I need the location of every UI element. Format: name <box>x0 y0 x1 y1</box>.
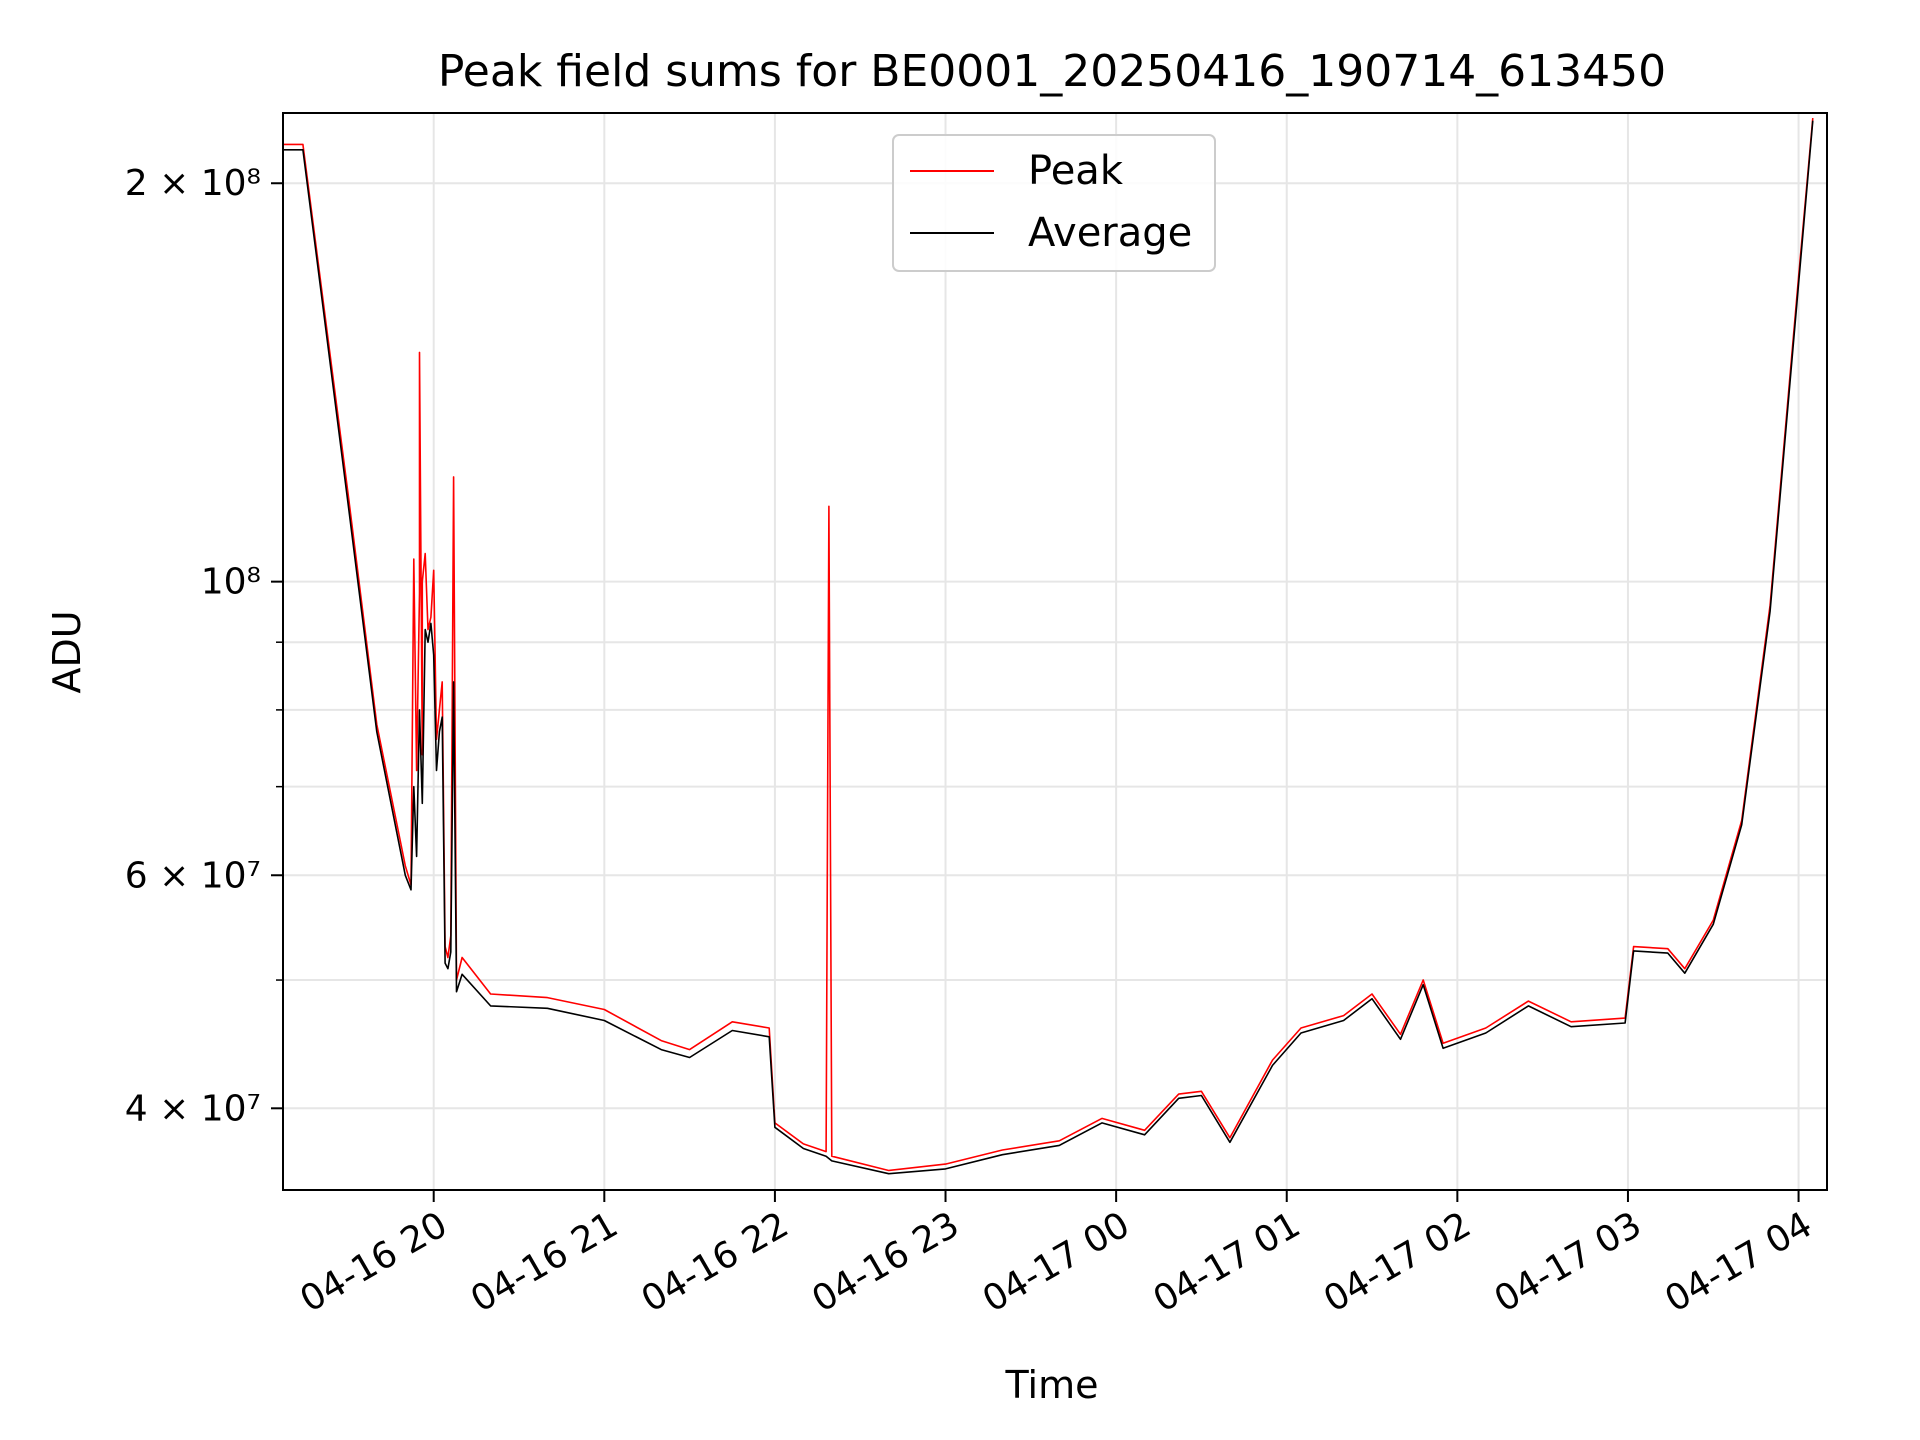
chart-title: Peak field sums for BE0001_20250416_1907… <box>438 46 1666 97</box>
legend-label-peak: Peak <box>1028 148 1124 194</box>
x-tick-label: 04-17 02 <box>1317 1204 1478 1320</box>
legend-box <box>892 134 1216 272</box>
y-tick-label: 6 × 10⁷ <box>125 855 261 896</box>
x-tick-label: 04-17 03 <box>1488 1204 1649 1320</box>
y-ticks: 4 × 10⁷ 6 × 10⁷ 10⁸ 2 × 10⁸ <box>125 163 283 1129</box>
x-ticks: 04-16 20 04-16 21 04-16 22 04-16 23 04-17 00… <box>294 1190 1819 1321</box>
x-tick-label: 04-16 22 <box>635 1204 796 1320</box>
legend: Peak Average <box>892 134 1216 272</box>
plot-frame <box>282 112 1828 1191</box>
x-tick-label: 04-17 01 <box>1147 1204 1308 1320</box>
y-tick-label: 4 × 10⁷ <box>125 1088 261 1129</box>
x-tick-label: 04-16 20 <box>294 1204 455 1320</box>
legend-label-average: Average <box>1028 210 1192 256</box>
series-line-average <box>283 120 1814 1175</box>
y-tick-label: 10⁸ <box>201 562 261 603</box>
y-tick-label: 2 × 10⁸ <box>125 163 261 204</box>
series-lines <box>283 118 1814 1175</box>
x-tick-label: 04-17 00 <box>976 1204 1137 1320</box>
x-tick-label: 04-16 23 <box>805 1204 966 1320</box>
x-tick-label: 04-17 04 <box>1658 1204 1819 1320</box>
x-axis-label: Time <box>1005 1363 1099 1407</box>
y-axis-label: ADU <box>45 610 89 693</box>
grid <box>283 113 1827 1190</box>
series-line-peak <box>283 118 1814 1172</box>
x-tick-label: 04-16 21 <box>464 1204 625 1320</box>
